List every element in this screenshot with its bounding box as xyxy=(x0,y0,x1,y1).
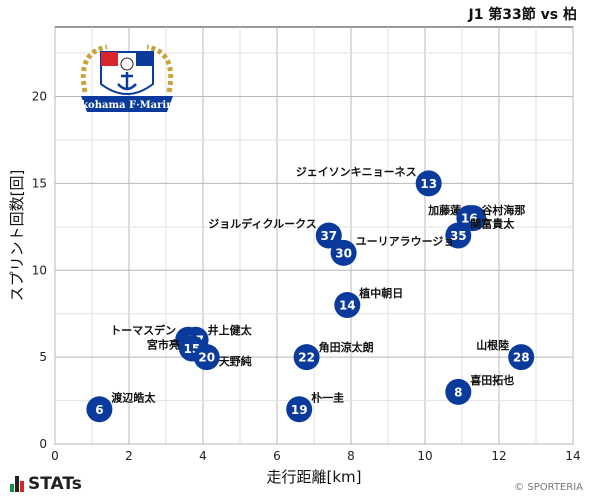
point-name-label: ジョルディクルークス xyxy=(208,217,317,231)
point-marker xyxy=(445,222,472,249)
point-name-label: 加藤蓮 xyxy=(427,203,461,217)
point-number-label: 30 xyxy=(335,246,352,260)
stats-brand-text: STATs xyxy=(28,474,82,494)
y-axis-label: スプリント回数[回] xyxy=(8,170,26,302)
point-marker xyxy=(193,344,220,371)
point-marker xyxy=(334,292,361,318)
point-number-label: 28 xyxy=(513,351,530,365)
point-number-label: 14 xyxy=(339,299,356,313)
point-marker xyxy=(508,344,535,371)
stats-bars-icon xyxy=(10,476,24,492)
point-marker xyxy=(315,222,342,249)
point-marker xyxy=(445,378,472,405)
point-marker xyxy=(286,396,313,423)
point-name-label: 植中朝日 xyxy=(358,286,403,300)
point-marker xyxy=(415,170,442,197)
x-tick-label: 0 xyxy=(51,449,59,463)
credit: © SPORTERIA xyxy=(514,482,583,493)
point-number-label: 13 xyxy=(420,177,437,191)
point-number-label: 19 xyxy=(291,403,308,417)
axis-ticks: 0 2 4 6 8 10 12 14 0 5 10 15 20 xyxy=(32,90,581,464)
x-tick-label: 10 xyxy=(417,449,432,463)
point-name-label: ユーリアラウージョ xyxy=(356,235,455,248)
y-tick-label: 20 xyxy=(32,90,47,104)
point-name-label: 渡辺皓太 xyxy=(111,390,156,404)
team-logo: Yokohama F·Marinos xyxy=(67,44,186,112)
x-tick-label: 8 xyxy=(347,449,355,463)
x-tick-label: 14 xyxy=(565,449,580,463)
laurel-left xyxy=(80,44,108,93)
y-tick-label: 0 xyxy=(39,437,47,451)
point-name-label: ジェイソンキニョーネス xyxy=(296,165,417,178)
team-logo-name: Yokohama F·Marinos xyxy=(67,100,186,111)
point-number-label: 37 xyxy=(320,229,337,243)
point-marker xyxy=(293,344,320,371)
crest-stripe-blue xyxy=(136,52,153,66)
match-title: J1 第33節 vs 柏 xyxy=(468,7,577,23)
y-tick-label: 10 xyxy=(32,263,47,277)
point-name-label: 天野純 xyxy=(219,354,252,368)
data-point: 6 渡辺皓太 xyxy=(86,390,156,423)
ball-icon xyxy=(120,57,134,71)
point-name-label: 山根陸 xyxy=(476,338,509,352)
point-marker xyxy=(86,396,113,423)
point-name-label: 喜田拓也 xyxy=(470,373,514,387)
anchor-icon xyxy=(117,72,137,91)
y-tick-label: 5 xyxy=(39,350,47,364)
x-tick-label: 6 xyxy=(273,449,281,463)
data-point: 8 喜田拓也 xyxy=(445,373,514,405)
data-points: 13ジェイソンキニョーネス18加藤蓮16谷村海那35関富貴太37ジョルディクルー… xyxy=(86,165,535,423)
point-number-label: 8 xyxy=(454,385,462,399)
data-point: 30 ユーリアラウージョ xyxy=(330,235,455,266)
data-point: 22 角田涼太朗 xyxy=(293,340,374,371)
crest-stripe-red xyxy=(101,52,118,66)
point-name-label: 関富貴太 xyxy=(470,217,515,231)
x-tick-label: 12 xyxy=(491,449,506,463)
point-number-label: 35 xyxy=(450,229,467,243)
point-name-label: 角田涼太朗 xyxy=(319,340,374,354)
data-point: 20 天野純 xyxy=(193,344,252,371)
laurel-right xyxy=(146,44,174,93)
x-axis-label: 走行距離[km] xyxy=(266,468,361,486)
x-tick-label: 2 xyxy=(125,449,133,463)
point-marker xyxy=(330,239,357,266)
point-number-label: 22 xyxy=(298,351,315,365)
stats-brand: STATs xyxy=(10,474,82,494)
point-number-label: 20 xyxy=(198,351,215,365)
point-name-label: 谷村海那 xyxy=(481,203,525,217)
point-name-label: 宮市亮 xyxy=(147,337,180,351)
data-point: 28 山根陸 xyxy=(476,338,535,371)
point-name-label: 朴一圭 xyxy=(311,390,344,404)
crest-ribbon xyxy=(81,96,173,112)
point-name-label: 井上健太 xyxy=(208,323,253,337)
point-name-label: トーマスデン xyxy=(110,323,176,337)
x-tick-label: 4 xyxy=(199,449,207,463)
y-tick-label: 15 xyxy=(32,176,47,190)
point-number-label: 6 xyxy=(95,403,103,417)
point-number-label: 16 xyxy=(461,212,478,226)
